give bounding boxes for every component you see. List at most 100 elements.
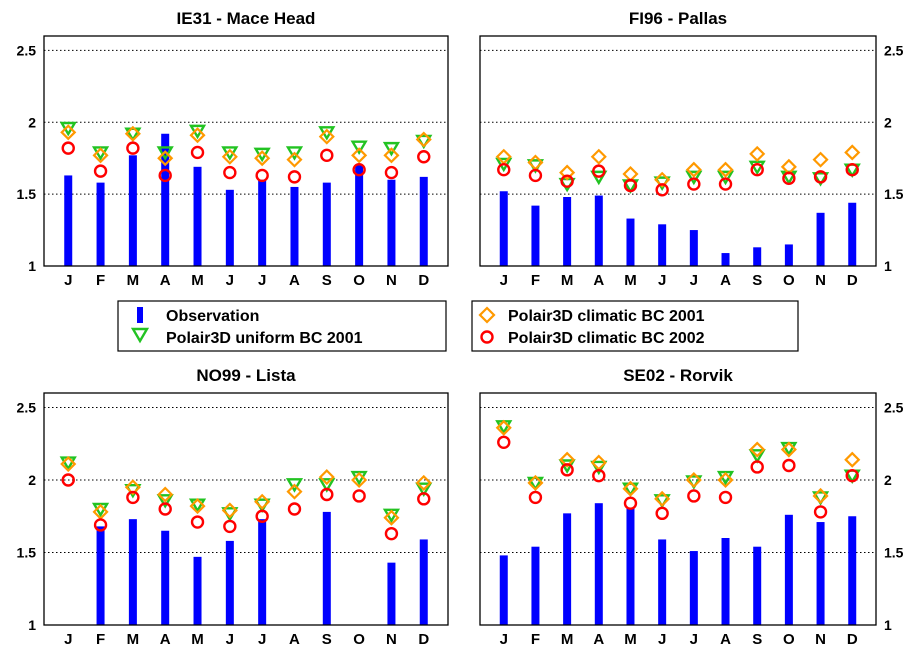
climatic-2002-point [750,460,764,474]
climatic-2001-point [189,127,206,144]
y-tick-label: 1 [28,617,36,633]
climatic-2001-point [318,469,335,486]
climatic-2002-point [255,168,269,183]
chart-no99-lista: NO99 - Lista 1 1.5 2 2.5 J F M A M J J A S O N D [17,366,449,648]
uniform-2001-point [748,449,766,464]
observation-bar [848,202,857,266]
x-tick-label: S [752,631,762,648]
observation-bar [322,511,331,625]
x-tick-label: S [752,272,762,289]
x-tick-label: A [160,631,171,648]
uniform-2001-point [590,170,608,186]
observation-bar [816,212,825,266]
climatic-2002-point [560,174,574,188]
climatic-2001-point [654,171,671,188]
x-tick-label: A [160,272,171,289]
legend-observation-label: Observation [166,308,259,325]
climatic-2001-point [717,161,734,178]
chart-title: SE02 - Rorvik [623,366,733,385]
y-tick-label: 2 [884,472,892,488]
climatic-2001-point [622,480,639,497]
observation-bar [658,224,667,266]
climatic-2001-point [749,145,766,162]
x-tick-label: M [561,272,574,289]
observation-bar [721,253,730,266]
uniform-2001-point [156,494,174,509]
x-tick-label: A [289,272,300,289]
climatic-2001-point [157,150,174,167]
observation-bar [848,516,857,625]
climatic-2002-point [845,468,859,483]
x-tick-label: M [191,272,204,289]
y-tick-label: 2 [884,114,892,130]
x-tick-label: N [815,272,826,289]
climatic-2002-point [750,162,764,177]
x-tick-label: J [690,631,698,648]
legend-uniform-label: Polair3D uniform BC 2001 [166,330,363,347]
legend-climatic-2002-label: Polair3D climatic BC 2002 [508,330,705,347]
legend-uniform-marker [130,327,150,344]
climatic-2001-point [622,165,639,183]
uniform-2001-point [285,478,304,493]
uniform-2001-point [156,146,174,161]
legend-climatic-2001-marker [478,306,496,324]
climatic-2001-point [351,147,368,164]
x-tick-label: J [64,631,72,648]
legend: Observation Polair3D uniform BC 2001 Pol… [117,300,799,352]
legend-observation-marker [137,307,143,323]
x-tick-label: J [226,272,234,289]
climatic-2002-point [497,162,511,177]
climatic-2002-point [497,435,511,449]
x-tick-label: A [593,272,604,289]
x-tick-label: O [353,272,365,289]
climatic-2002-point [782,171,796,186]
climatic-2002-point [718,177,733,191]
y-tick-label: 2.5 [17,400,37,416]
climatic-2002-point [813,170,828,184]
x-tick-label: N [386,631,397,648]
uniform-2001-point [285,146,304,161]
climatic-2001-point [60,455,77,473]
observation-bar [419,539,428,625]
climatic-2001-point [383,509,400,526]
climatic-2001-point [124,125,141,142]
observation-bar [419,176,428,266]
observation-bar [784,514,793,625]
climatic-2002-point [190,145,205,160]
x-tick-label: A [593,631,604,648]
x-tick-label: D [418,631,429,648]
plot-frame [479,392,877,626]
y-tick-label: 2.5 [884,400,904,416]
climatic-2002-point [687,177,701,191]
x-tick-label: F [96,631,105,648]
climatic-2001-point [685,471,702,489]
x-tick-label: J [258,272,266,289]
chart-ie31-mace-head: IE31 - Mace Head 1 1.5 2 2.5 J F M A M J J A S O N D [17,9,449,289]
x-tick-label: O [783,631,795,648]
climatic-2002-point [190,515,205,529]
climatic-2001-point [844,144,861,161]
uniform-2001-point [415,482,433,498]
x-tick-label: D [847,272,858,289]
climatic-2002-point [718,490,733,505]
observation-bar [64,175,73,266]
observation-bar [816,522,825,625]
observation-bar [225,189,234,266]
climatic-2002-point [223,519,237,534]
climatic-2001-point [221,502,238,519]
observation-bar [161,530,170,625]
y-tick-label: 1.5 [17,186,37,202]
observation-bar [531,205,540,266]
x-tick-label: J [226,631,234,648]
observation-bar [128,519,137,625]
observation-bar [689,551,698,625]
climatic-2001-point [415,474,432,491]
x-tick-label: O [783,272,795,289]
y-tick-label: 2 [28,114,36,130]
climatic-2001-point [157,486,174,503]
x-tick-label: M [561,631,574,648]
climatic-2002-point [93,518,108,532]
legend-climatic-2001-label: Polair3D climatic BC 2001 [508,308,705,325]
